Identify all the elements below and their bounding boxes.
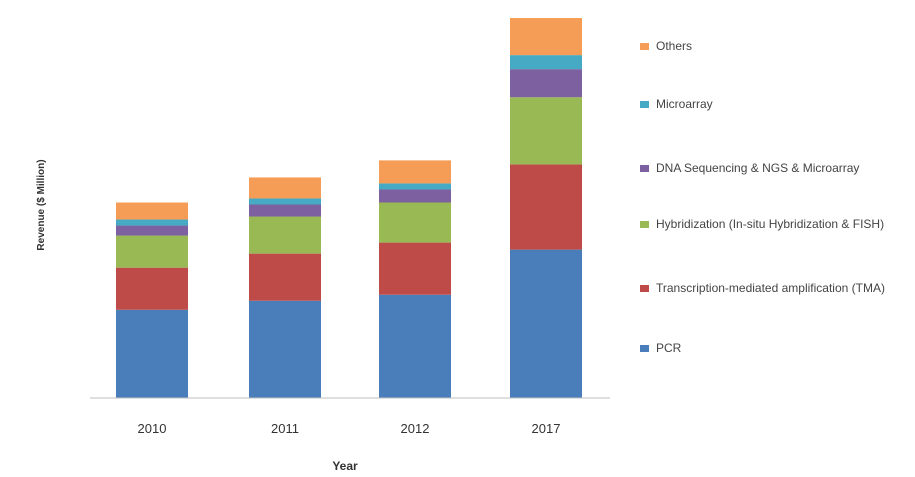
bar-segment-2017-1: [510, 164, 582, 250]
legend-swatch: [640, 165, 649, 172]
bar-segment-2011-3: [249, 204, 321, 217]
legend-item: Transcription-mediated amplification (TM…: [640, 280, 896, 297]
bar-segment-2017-3: [510, 69, 582, 98]
bar-segment-2017-4: [510, 55, 582, 70]
legend-swatch: [640, 101, 649, 108]
legend-label: Microarray: [656, 97, 713, 111]
bar-segment-2010-4: [116, 219, 188, 226]
bar-segment-2017-0: [510, 249, 582, 398]
x-tick-labels: 2010 2011 2012 2017: [138, 421, 561, 436]
x-tick-label: 2010: [138, 421, 167, 436]
x-tick-label: 2011: [271, 421, 299, 436]
legend-item: Microarray: [640, 96, 896, 113]
x-axis-label: Year: [332, 459, 358, 473]
legend-swatch: [640, 285, 649, 292]
bar-segment-2012-0: [379, 294, 451, 398]
bars-group: [116, 18, 582, 398]
bar-segment-2012-2: [379, 202, 451, 243]
legend-label: PCR: [656, 341, 682, 355]
legend-label: DNA Sequencing & NGS & Microarray: [656, 161, 860, 175]
legend-item: PCR: [640, 340, 896, 357]
legend-item: DNA Sequencing & NGS & Microarray: [640, 160, 896, 177]
legend-item: Hybridization (In-situ Hybridization & F…: [640, 216, 896, 233]
bar-segment-2011-5: [249, 177, 321, 199]
legend-label: Others: [656, 39, 693, 53]
bar-segment-2010-5: [116, 202, 188, 220]
legend-swatch: [640, 221, 649, 228]
bar-segment-2011-0: [249, 300, 321, 398]
y-axis-label: Revenue ($ Million): [36, 159, 47, 250]
bar-segment-2010-2: [116, 235, 188, 268]
legend-label: Transcription-mediated amplification (TM…: [656, 281, 885, 295]
bar-segment-2012-3: [379, 189, 451, 203]
x-tick-label: 2017: [532, 421, 561, 436]
legend-swatch: [640, 345, 649, 352]
bar-segment-2010-3: [116, 225, 188, 236]
x-tick-label: 2012: [401, 421, 430, 436]
bar-segment-2011-4: [249, 198, 321, 205]
bar-segment-2011-1: [249, 253, 321, 301]
bar-segment-2012-1: [379, 242, 451, 295]
bar-segment-2017-5: [510, 18, 582, 56]
bar-segment-2012-4: [379, 183, 451, 190]
legend-swatch: [640, 43, 649, 50]
legend-item: Others: [640, 38, 896, 55]
legend-label: Hybridization (In-situ Hybridization & F…: [656, 217, 885, 231]
bar-segment-2010-1: [116, 267, 188, 310]
bar-segment-2010-0: [116, 309, 188, 398]
bar-segment-2017-2: [510, 97, 582, 165]
bar-segment-2012-5: [379, 160, 451, 184]
bar-segment-2011-2: [249, 216, 321, 254]
